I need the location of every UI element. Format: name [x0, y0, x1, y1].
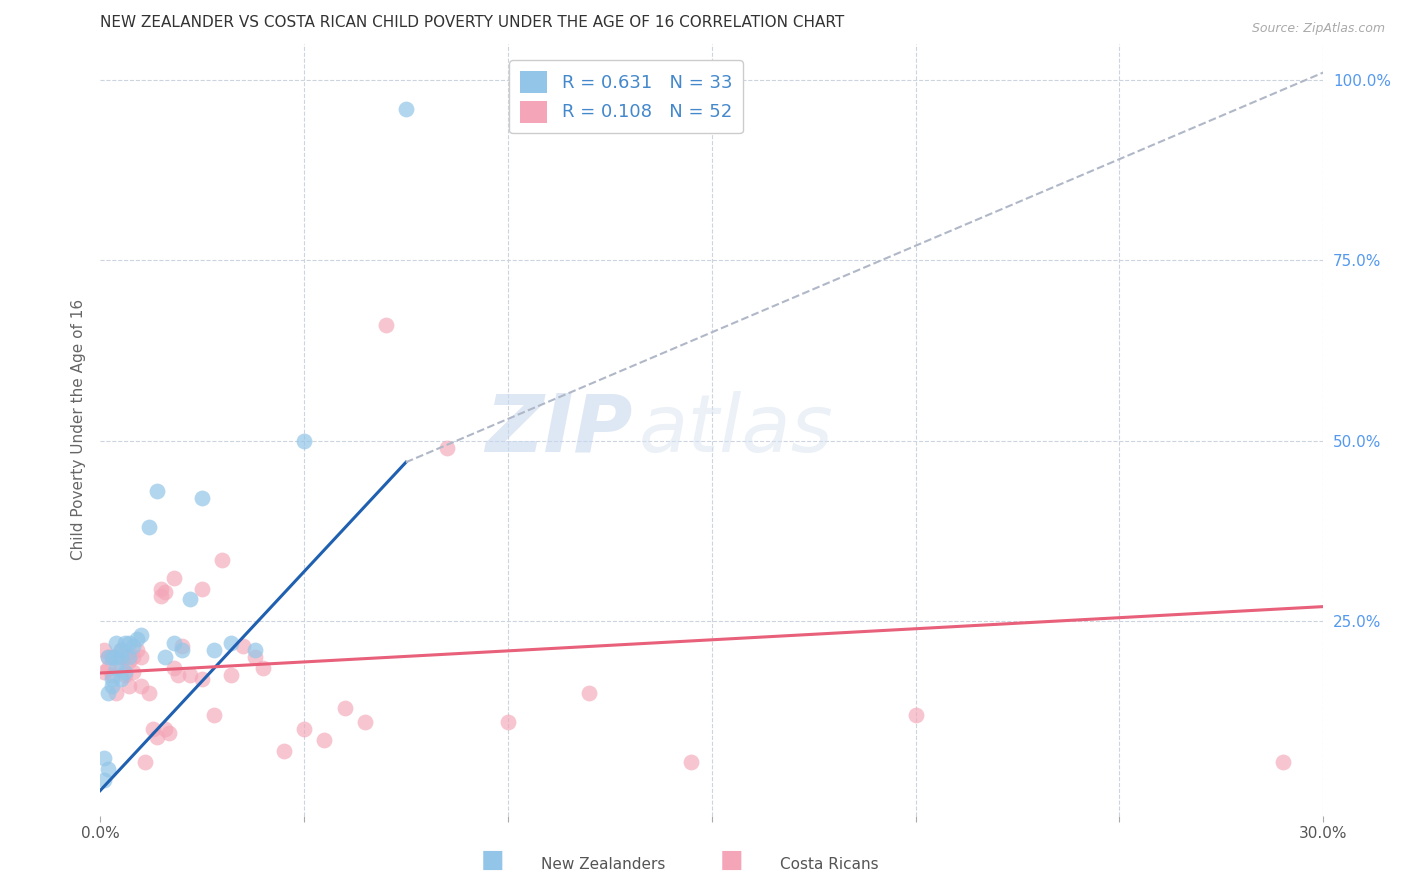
Point	[138, 686, 160, 700]
Point	[118, 679, 141, 693]
Point	[121, 650, 143, 665]
Point	[138, 520, 160, 534]
Point	[436, 441, 458, 455]
Point	[121, 665, 143, 679]
Point	[252, 661, 274, 675]
Point	[110, 643, 132, 657]
Point	[93, 772, 115, 787]
Point	[105, 650, 128, 665]
Point	[155, 650, 177, 665]
Point	[162, 571, 184, 585]
Point	[114, 636, 136, 650]
Point	[97, 686, 120, 700]
Point	[142, 723, 165, 737]
Point	[243, 643, 266, 657]
Point	[219, 636, 242, 650]
Point	[129, 650, 152, 665]
Point	[162, 636, 184, 650]
Point	[292, 723, 315, 737]
Point	[114, 665, 136, 679]
Point	[125, 632, 148, 646]
Point	[374, 318, 396, 333]
Point	[97, 661, 120, 675]
Point	[202, 707, 225, 722]
Point	[101, 679, 124, 693]
Point	[110, 657, 132, 672]
Point	[232, 640, 254, 654]
Point	[93, 751, 115, 765]
Point	[110, 643, 132, 657]
Point	[333, 700, 356, 714]
Point	[118, 654, 141, 668]
Point	[118, 650, 141, 665]
Point	[134, 755, 156, 769]
Point	[146, 730, 169, 744]
Text: atlas: atlas	[638, 391, 834, 469]
Point	[114, 668, 136, 682]
Point	[125, 643, 148, 657]
Point	[191, 672, 214, 686]
Point	[105, 686, 128, 700]
Point	[354, 715, 377, 730]
Point	[395, 102, 418, 116]
Point	[170, 643, 193, 657]
Point	[166, 668, 188, 682]
Point	[219, 668, 242, 682]
Point	[129, 679, 152, 693]
Point	[243, 650, 266, 665]
Point	[97, 762, 120, 776]
Point	[101, 672, 124, 686]
Point	[110, 672, 132, 686]
Point	[191, 491, 214, 506]
Point	[159, 726, 181, 740]
Point	[101, 650, 124, 665]
Point	[93, 643, 115, 657]
Point	[129, 628, 152, 642]
Text: ■: ■	[481, 848, 503, 872]
Point	[121, 640, 143, 654]
Point	[155, 723, 177, 737]
Point	[93, 665, 115, 679]
Point	[155, 585, 177, 599]
Text: Costa Ricans: Costa Ricans	[780, 857, 879, 872]
Legend: R = 0.631   N = 33, R = 0.108   N = 52: R = 0.631 N = 33, R = 0.108 N = 52	[509, 61, 742, 134]
Point	[681, 755, 703, 769]
Point	[101, 668, 124, 682]
Point	[146, 484, 169, 499]
Point	[211, 552, 233, 566]
Point	[292, 434, 315, 448]
Text: NEW ZEALANDER VS COSTA RICAN CHILD POVERTY UNDER THE AGE OF 16 CORRELATION CHART: NEW ZEALANDER VS COSTA RICAN CHILD POVER…	[100, 15, 845, 30]
Point	[150, 589, 173, 603]
Point	[170, 640, 193, 654]
Point	[97, 650, 120, 665]
Point	[314, 733, 336, 747]
Point	[191, 582, 214, 596]
Point	[496, 715, 519, 730]
Point	[114, 650, 136, 665]
Point	[105, 636, 128, 650]
Point	[202, 643, 225, 657]
Point	[179, 668, 201, 682]
Point	[118, 636, 141, 650]
Point	[105, 661, 128, 675]
Text: ZIP: ZIP	[485, 391, 633, 469]
Point	[97, 650, 120, 665]
Point	[179, 592, 201, 607]
Point	[273, 744, 295, 758]
Point	[904, 707, 927, 722]
Point	[578, 686, 600, 700]
Y-axis label: Child Poverty Under the Age of 16: Child Poverty Under the Age of 16	[72, 299, 86, 560]
Point	[1271, 755, 1294, 769]
Point	[110, 650, 132, 665]
Point	[101, 650, 124, 665]
Text: Source: ZipAtlas.com: Source: ZipAtlas.com	[1251, 22, 1385, 36]
Text: ■: ■	[720, 848, 742, 872]
Point	[150, 582, 173, 596]
Point	[162, 661, 184, 675]
Text: New Zealanders: New Zealanders	[541, 857, 665, 872]
